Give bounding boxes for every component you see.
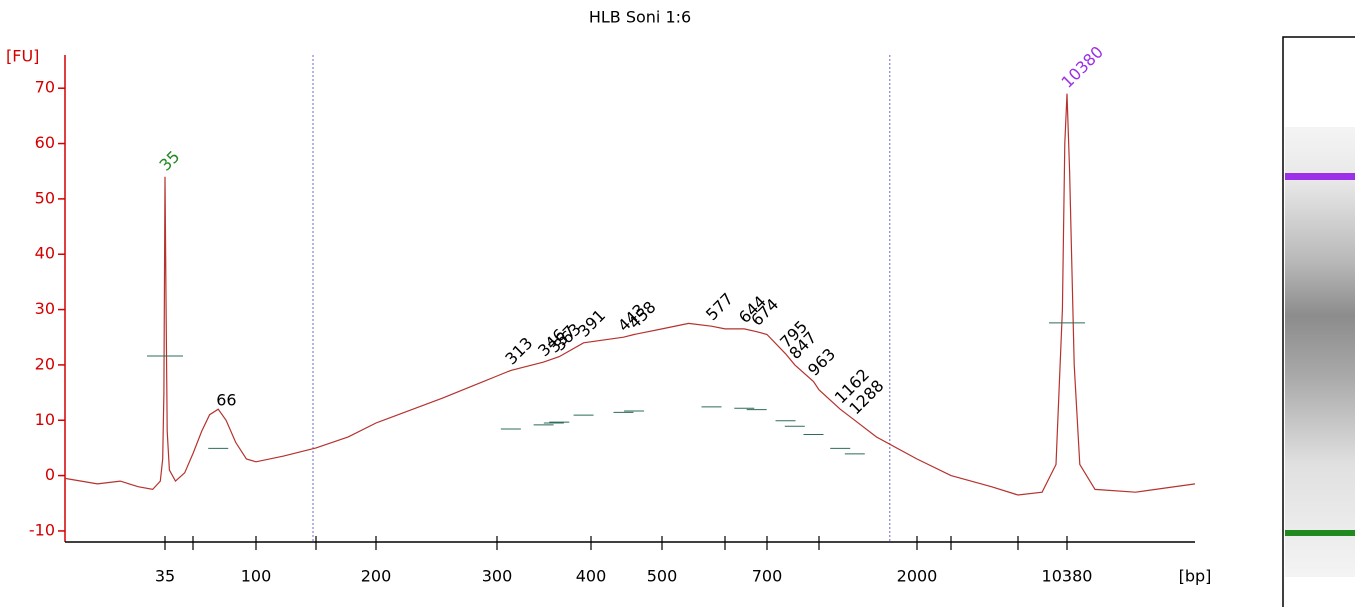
peak-label: 313 bbox=[501, 333, 536, 368]
x-tick-label: 700 bbox=[752, 567, 783, 586]
y-tick-label: 60 bbox=[35, 133, 55, 152]
x-tick-label: 100 bbox=[241, 567, 272, 586]
y-tick-label: 10 bbox=[35, 410, 55, 429]
gel-smear bbox=[1285, 127, 1355, 577]
y-tick-label: 40 bbox=[35, 244, 55, 263]
y-tick-label: 70 bbox=[35, 78, 55, 97]
x-tick-label: 10380 bbox=[1042, 567, 1093, 586]
trace bbox=[64, 93, 1196, 496]
chart-title: HLB Soni 1:6 bbox=[589, 8, 691, 27]
y-tick-label: -10 bbox=[29, 520, 55, 539]
upper-marker-band bbox=[1285, 173, 1355, 180]
x-tick-label: 400 bbox=[576, 567, 607, 586]
y-tick-label: 50 bbox=[35, 188, 55, 207]
y-tick-label: 30 bbox=[35, 299, 55, 318]
x-tick-label: 300 bbox=[482, 567, 513, 586]
x-axis-label: [bp] bbox=[1179, 567, 1212, 586]
peak-label: 35 bbox=[156, 147, 184, 175]
y-axis-label: [FU] bbox=[6, 47, 39, 66]
x-tick-label: 200 bbox=[361, 567, 392, 586]
peak-label: 10380 bbox=[1058, 42, 1107, 91]
lower-marker-band bbox=[1285, 530, 1355, 536]
peak-label: 577 bbox=[702, 289, 737, 324]
y-tick-label: 20 bbox=[35, 354, 55, 373]
x-tick-label: 35 bbox=[155, 567, 175, 586]
x-tick-label: 2000 bbox=[897, 567, 938, 586]
peak-label: 66 bbox=[216, 391, 236, 410]
x-tick-label: 500 bbox=[647, 567, 678, 586]
gel-lane bbox=[1282, 36, 1355, 607]
y-tick-label: 0 bbox=[45, 465, 55, 484]
